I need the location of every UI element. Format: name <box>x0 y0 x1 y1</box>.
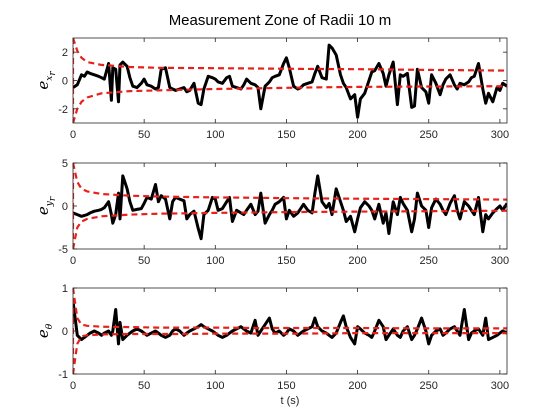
y-tick-label: -2 <box>58 104 68 116</box>
y-tick-label: 0 <box>62 76 68 88</box>
x-tick-label: 300 <box>491 255 509 267</box>
x-tick-label: 300 <box>491 129 509 141</box>
bound-line-2 <box>73 85 507 123</box>
series-group <box>73 38 507 123</box>
x-tick-label: 250 <box>420 129 438 141</box>
x-tick-label: 150 <box>277 255 295 267</box>
bound-line-1 <box>73 288 507 330</box>
y-label-sub: θ <box>45 323 55 329</box>
y-axis-label: exr <box>34 71 58 90</box>
y-axis-label: eyr <box>34 196 58 215</box>
x-tick-label: 0 <box>70 129 76 141</box>
bound-line-2 <box>73 209 507 249</box>
x-tick-label: 0 <box>70 255 76 267</box>
x-tick-label: 50 <box>138 255 150 267</box>
chart-title: Measurement Zone of Radii 10 m <box>169 12 392 29</box>
subplot-1: 0 50 100 150 200 250 300 2 0 -2 exr <box>34 37 509 141</box>
y-label-sub: x <box>45 76 55 81</box>
x-tick-label: 50 <box>138 380 150 392</box>
bound-line-2 <box>73 332 507 374</box>
x-tick-label: 150 <box>277 129 295 141</box>
x-tick-label: 150 <box>277 380 295 392</box>
error-series-line <box>73 174 507 241</box>
x-tick-label: 250 <box>420 380 438 392</box>
error-series-line <box>73 43 507 119</box>
y-tick-label: -5 <box>58 244 68 256</box>
x-axis-label: t (s) <box>281 395 300 407</box>
x-tick-label: 100 <box>206 129 224 141</box>
x-tick-label: 50 <box>138 129 150 141</box>
y-label-subsub: r <box>48 196 58 201</box>
x-tick-label: 250 <box>420 255 438 267</box>
x-tick-label: 200 <box>348 129 366 141</box>
y-tick-label: 1 <box>62 283 68 295</box>
y-tick-label: 2 <box>62 47 68 59</box>
y-label-subsub: r <box>48 71 58 76</box>
series-group <box>73 288 507 374</box>
y-tick-label: 5 <box>62 158 68 170</box>
bound-line-1 <box>73 163 507 201</box>
x-tick-label: 0 <box>70 380 76 392</box>
y-tick-label: 0 <box>62 201 68 213</box>
series-group <box>73 163 507 249</box>
bound-line-1 <box>73 38 507 72</box>
y-tick-label: 0 <box>62 326 68 338</box>
x-tick-label: 100 <box>206 255 224 267</box>
x-tick-label: 300 <box>491 380 509 392</box>
y-axis-label: eθ <box>34 323 55 338</box>
x-tick-label: 100 <box>206 380 224 392</box>
y-label-sub: y <box>45 200 55 207</box>
y-label-base: e <box>34 329 52 338</box>
x-tick-label: 200 <box>348 380 366 392</box>
x-tick-label: 200 <box>348 255 366 267</box>
y-label-base: e <box>34 206 52 215</box>
y-label-base: e <box>34 81 52 90</box>
y-tick-label: -1 <box>58 369 68 381</box>
